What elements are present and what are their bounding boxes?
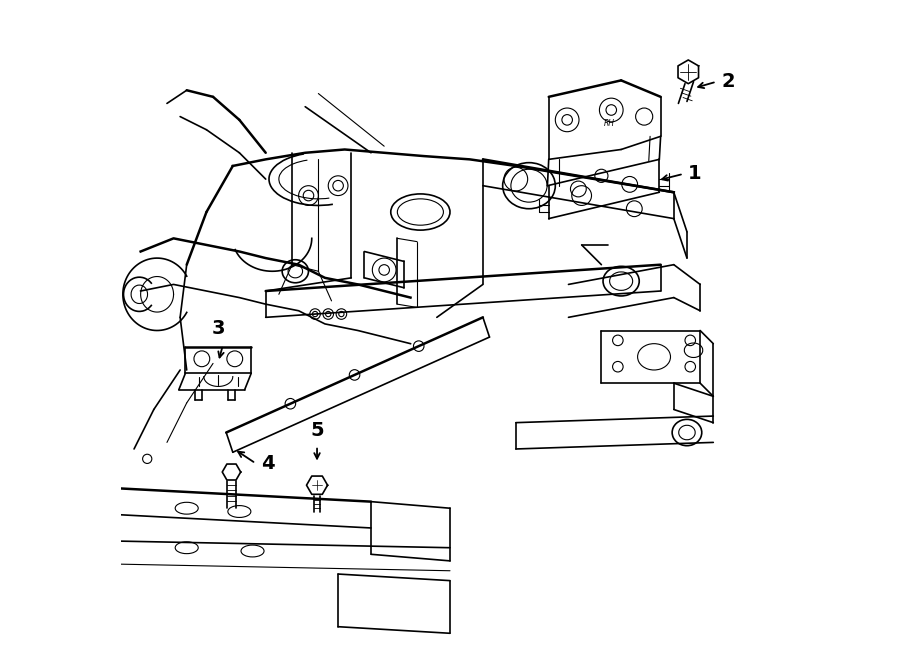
Text: 3: 3 (212, 319, 225, 338)
Polygon shape (307, 476, 328, 494)
Polygon shape (678, 60, 698, 84)
Text: RH: RH (604, 119, 615, 128)
Text: 4: 4 (261, 454, 274, 473)
Text: 5: 5 (310, 422, 324, 440)
Text: 2: 2 (721, 72, 734, 91)
Polygon shape (222, 464, 240, 480)
Text: 1: 1 (688, 165, 702, 183)
